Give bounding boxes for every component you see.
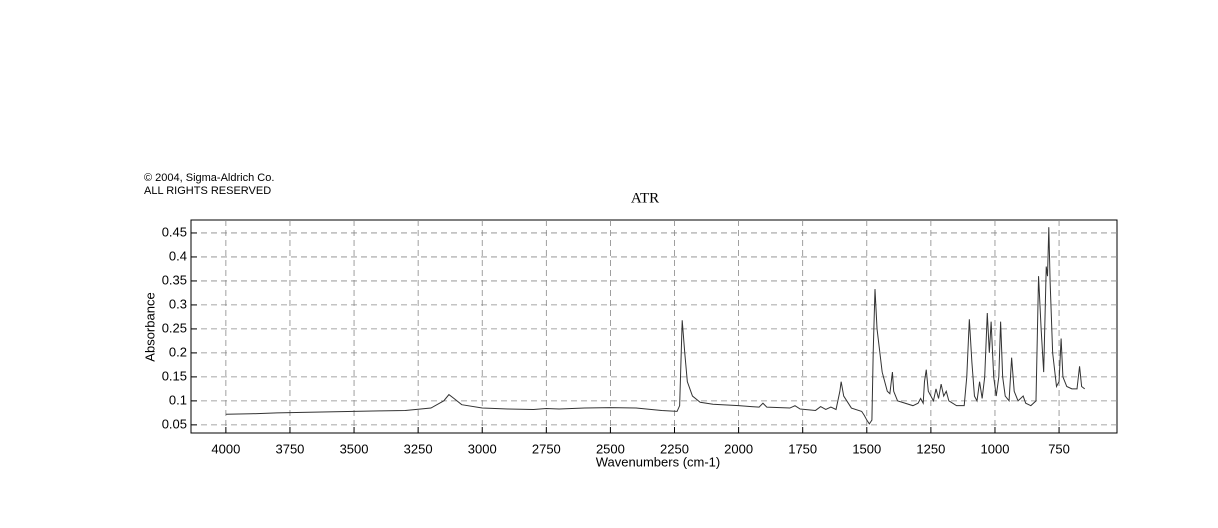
- x-tick-label: 1250: [916, 441, 945, 456]
- x-tick-label: 750: [1048, 441, 1070, 456]
- x-tick-label: 3500: [340, 441, 369, 456]
- y-tick-label: 0.4: [169, 248, 187, 263]
- x-tick-label: 2000: [724, 441, 753, 456]
- rights: ALL RIGHTS RESERVED: [144, 185, 271, 197]
- x-tick-label: 3250: [404, 441, 433, 456]
- y-tick-label: 0.25: [162, 320, 187, 335]
- x-tick-label: 1750: [788, 441, 817, 456]
- x-tick-label: 3750: [275, 441, 304, 456]
- x-axis-label: Wavenumbers (cm-1): [596, 454, 720, 469]
- spectrum-line: [225, 227, 1086, 425]
- y-tick-label: 0.15: [162, 368, 187, 383]
- y-axis-label: Absorbance: [142, 292, 157, 361]
- x-tick-label: 2750: [532, 441, 561, 456]
- x-tick-label: 2250: [660, 441, 689, 456]
- x-tick-label: 4000: [211, 441, 240, 456]
- x-tick-label: 1500: [852, 441, 881, 456]
- y-tick-label: 0.45: [162, 224, 187, 239]
- y-tick-label: 0.05: [162, 416, 187, 431]
- plot-frame: [190, 219, 1118, 434]
- y-tick-label: 0.2: [169, 344, 187, 359]
- x-tick-label: 1000: [981, 441, 1010, 456]
- y-tick-label: 0.1: [169, 392, 187, 407]
- x-tick-label: 3000: [468, 441, 497, 456]
- x-tick-label: 2500: [596, 441, 625, 456]
- copyright: © 2004, Sigma-Aldrich Co.: [144, 172, 274, 184]
- y-tick-label: 0.3: [169, 296, 187, 311]
- chart-title: ATR: [631, 190, 659, 206]
- y-tick-label: 0.35: [162, 272, 187, 287]
